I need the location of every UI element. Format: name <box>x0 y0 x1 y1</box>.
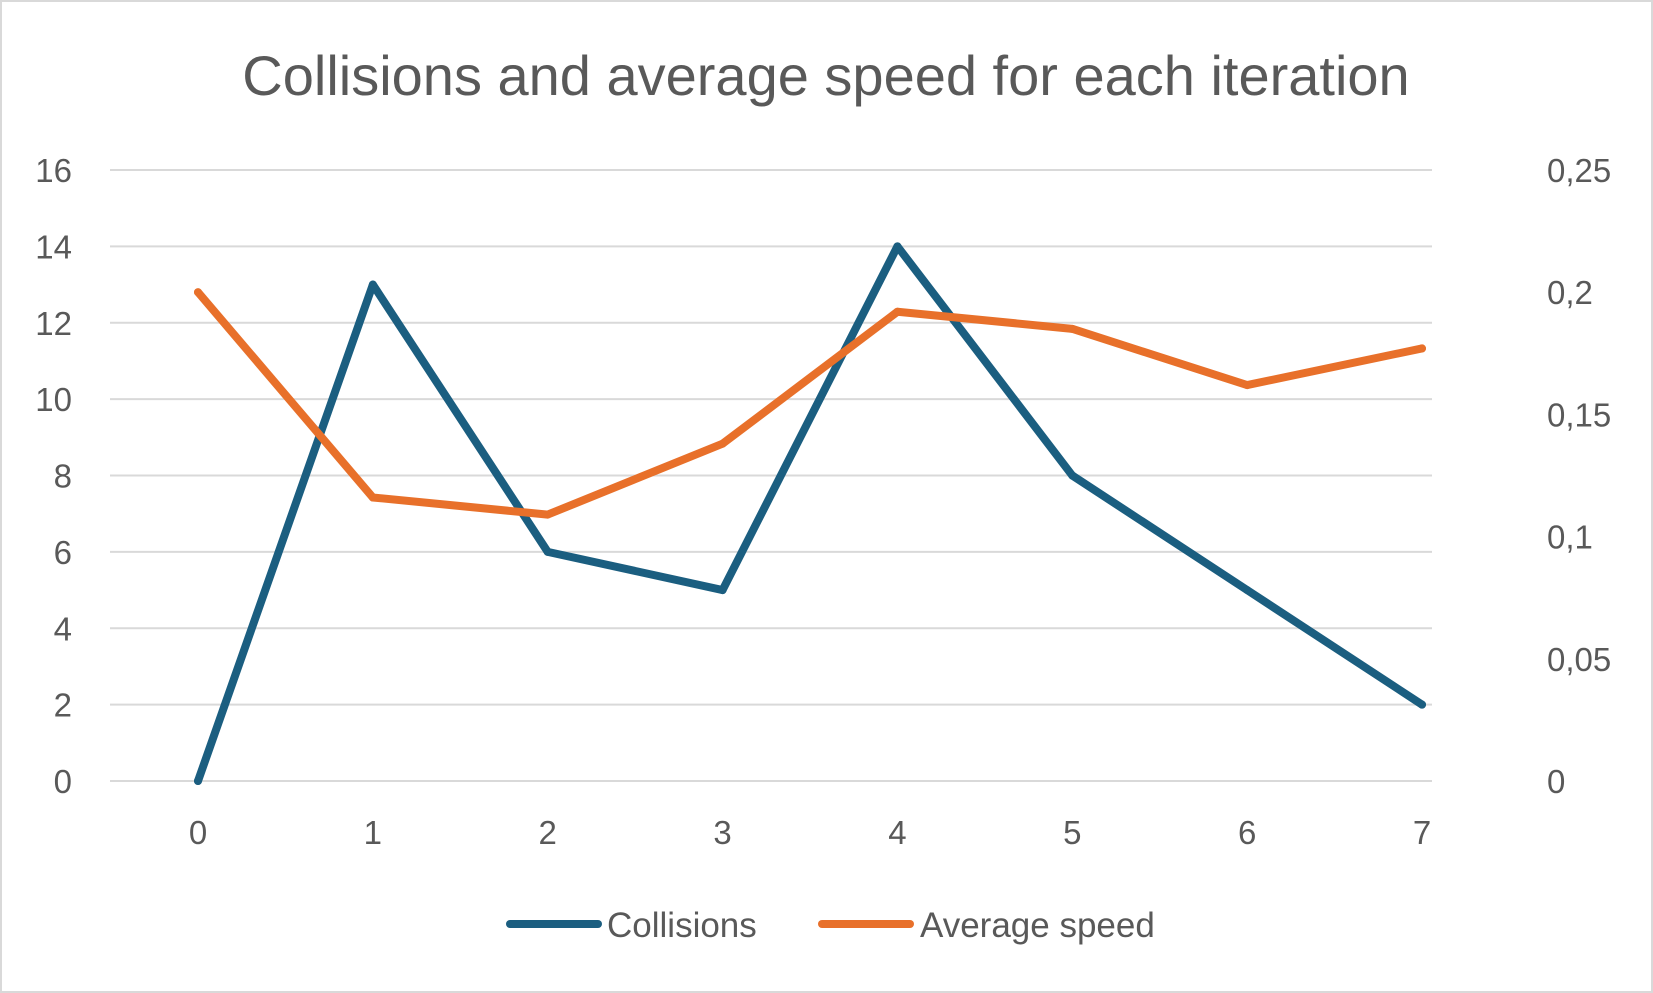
chart-title: Collisions and average speed for each it… <box>242 44 1409 107</box>
right-y-tick-label: 0 <box>1547 763 1565 800</box>
series-lines <box>194 242 1426 785</box>
left-y-tick-label: 16 <box>35 152 72 189</box>
x-tick-label: 1 <box>364 814 382 851</box>
left-y-tick-label: 8 <box>54 458 72 495</box>
right-y-tick-label: 0,25 <box>1547 152 1611 189</box>
series-line-average-speed <box>194 288 1426 519</box>
x-tick-label: 6 <box>1238 814 1256 851</box>
data-point-collisions <box>543 547 552 556</box>
data-point-average-speed <box>718 439 727 448</box>
right-y-tick-label: 0,2 <box>1547 274 1593 311</box>
legend-label: Collisions <box>607 906 757 945</box>
data-point-collisions <box>1243 586 1252 595</box>
x-tick-label: 2 <box>539 814 557 851</box>
gridlines <box>110 169 1432 782</box>
x-tick-label: 0 <box>189 814 207 851</box>
x-tick-label: 7 <box>1413 814 1431 851</box>
x-tick-label: 4 <box>888 814 906 851</box>
data-point-average-speed <box>1243 381 1252 390</box>
x-axis-ticks: 0 1 2 3 4 5 6 7 <box>189 814 1431 851</box>
legend-label: Average speed <box>920 906 1155 945</box>
left-y-tick-label: 14 <box>35 228 72 265</box>
right-y-tick-label: 0,15 <box>1547 396 1611 433</box>
data-point-average-speed <box>194 288 202 297</box>
left-y-tick-label: 12 <box>35 305 72 342</box>
data-point-average-speed <box>368 493 377 502</box>
data-point-collisions <box>1068 471 1077 480</box>
left-y-tick-label: 0 <box>54 763 72 800</box>
left-y-axis-ticks: 0 2 4 6 8 10 12 14 16 <box>35 152 72 800</box>
left-y-tick-label: 6 <box>54 534 72 571</box>
data-point-average-speed <box>543 510 552 519</box>
data-point-collisions <box>718 586 727 595</box>
data-point-average-speed <box>1418 344 1426 353</box>
data-point-collisions <box>1418 700 1426 709</box>
left-y-tick-label: 4 <box>54 610 72 647</box>
right-y-tick-label: 0,1 <box>1547 519 1593 556</box>
data-point-average-speed <box>1068 324 1077 333</box>
legend: Collisions Average speed <box>506 906 1155 945</box>
data-point-collisions <box>893 242 902 251</box>
left-y-tick-label: 10 <box>35 381 72 418</box>
data-point-collisions <box>194 777 202 785</box>
data-point-average-speed <box>893 307 902 316</box>
right-y-tick-label: 0,05 <box>1547 641 1611 678</box>
left-y-tick-label: 2 <box>54 687 72 724</box>
right-y-axis-ticks: 0 0,05 0,1 0,15 0,2 0,25 <box>1547 152 1611 800</box>
data-point-collisions <box>368 280 377 289</box>
x-tick-label: 3 <box>713 814 731 851</box>
x-tick-label: 5 <box>1063 814 1081 851</box>
series-line-collisions <box>194 242 1426 785</box>
